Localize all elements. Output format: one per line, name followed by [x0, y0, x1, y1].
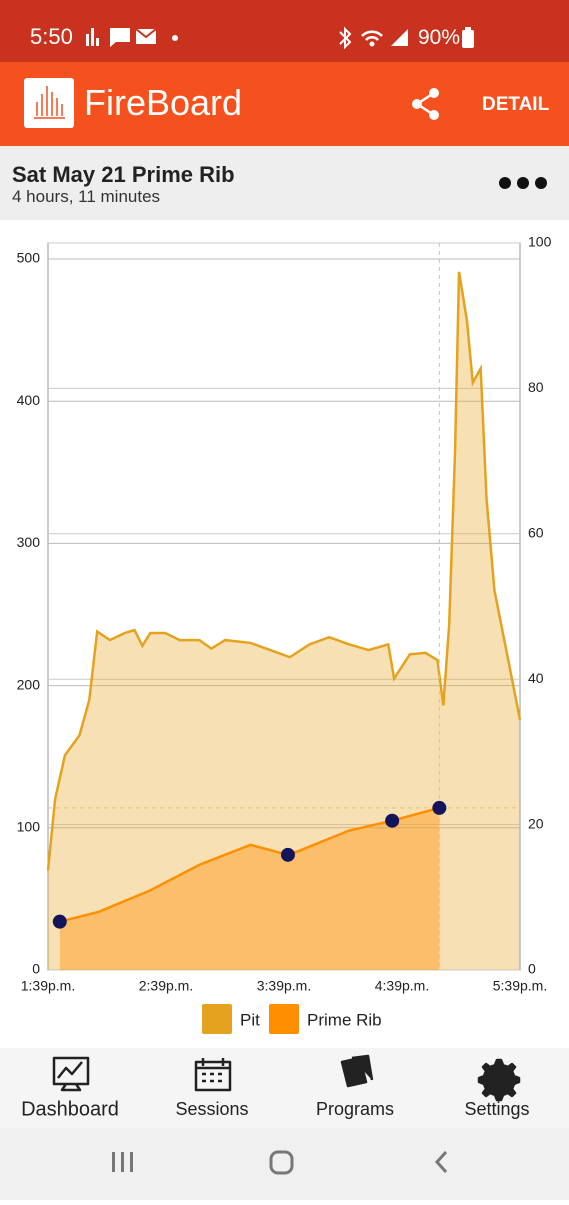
nav-label: Sessions — [175, 1099, 248, 1119]
y-tick-label: 0 — [32, 961, 40, 977]
x-tick-label: 2:39p.m. — [139, 978, 193, 994]
data-point — [432, 800, 447, 815]
battery-icon — [462, 27, 474, 48]
series-line — [59, 806, 440, 923]
nav-icon — [340, 1054, 374, 1088]
chart: 0 100 200 300 400 500 0 20 40 60 80 100 1:39p.m. 2:39… — [17, 234, 552, 1034]
battery-level: 90% — [418, 26, 461, 49]
clock: 5:50 — [30, 24, 73, 49]
nav-icon — [194, 1058, 232, 1092]
nav-tab[interactable]: Settings — [464, 1058, 530, 1119]
app-logo: FireBoard — [84, 82, 243, 123]
x-tick-label: 3:39p.m. — [257, 978, 311, 994]
legend-swatch — [269, 1004, 299, 1034]
data-point — [385, 813, 400, 828]
nav-label: Programs — [316, 1099, 394, 1119]
legend-label: Prime Rib — [307, 1010, 382, 1029]
status-bar: 5:50 90% — [0, 0, 569, 62]
x-tick-label: 5:39p.m. — [493, 978, 547, 994]
y-tick-label: 500 — [17, 250, 41, 266]
session-header: Sat May 21 Prime Rib 4 hours, 11 minutes — [0, 146, 569, 220]
y2-tick-label: 80 — [528, 379, 544, 395]
y-tick-label: 100 — [17, 819, 41, 835]
x-tick-label: 4:39p.m. — [375, 978, 429, 994]
y2-tick-label: 40 — [528, 670, 544, 686]
series-area — [59, 807, 440, 970]
y2-tick-label: 20 — [528, 815, 544, 831]
nav-icon — [52, 1056, 90, 1092]
series-area — [48, 271, 520, 971]
nav-icon — [477, 1058, 521, 1102]
status-icons — [86, 28, 178, 47]
detail-button[interactable]: DETAIL — [482, 94, 550, 115]
data-point — [280, 847, 295, 862]
y2-tick-label: 0 — [528, 961, 536, 977]
nav-bar: Dashboard Sessions Programs Settings — [21, 1054, 530, 1120]
more-button[interactable] — [498, 176, 548, 190]
y2-tick-label: 100 — [528, 234, 552, 250]
nav-tab[interactable]: Sessions — [175, 1058, 249, 1119]
data-point — [52, 914, 67, 929]
share-button[interactable] — [410, 86, 442, 122]
logo-icon — [24, 78, 74, 128]
connectivity-icons — [339, 26, 408, 50]
bottom-nav: Dashboard Sessions Programs Settings — [0, 1048, 569, 1128]
y-tick-label: 200 — [17, 676, 41, 692]
x-tick-label: 1:39p.m. — [21, 978, 75, 994]
session-duration: 4 hours, 11 minutes — [12, 187, 161, 206]
nav-label: Settings — [464, 1099, 529, 1119]
y2-tick-label: 60 — [528, 525, 544, 541]
legend-label: Pit — [240, 1010, 260, 1029]
nav-tab[interactable]: Dashboard — [21, 1056, 119, 1120]
app-bar: FireBoard DETAIL — [0, 62, 569, 146]
y-tick-label: 400 — [17, 392, 41, 408]
legend-swatch — [202, 1004, 232, 1034]
session-title: Sat May 21 Prime Rib — [12, 162, 235, 187]
nav-tab[interactable]: Programs — [316, 1054, 394, 1119]
system-nav — [0, 1128, 569, 1200]
series-line — [46, 271, 522, 871]
system-nav-icons — [112, 1150, 448, 1175]
y-tick-label: 300 — [17, 534, 41, 550]
nav-label: Dashboard — [21, 1098, 119, 1120]
